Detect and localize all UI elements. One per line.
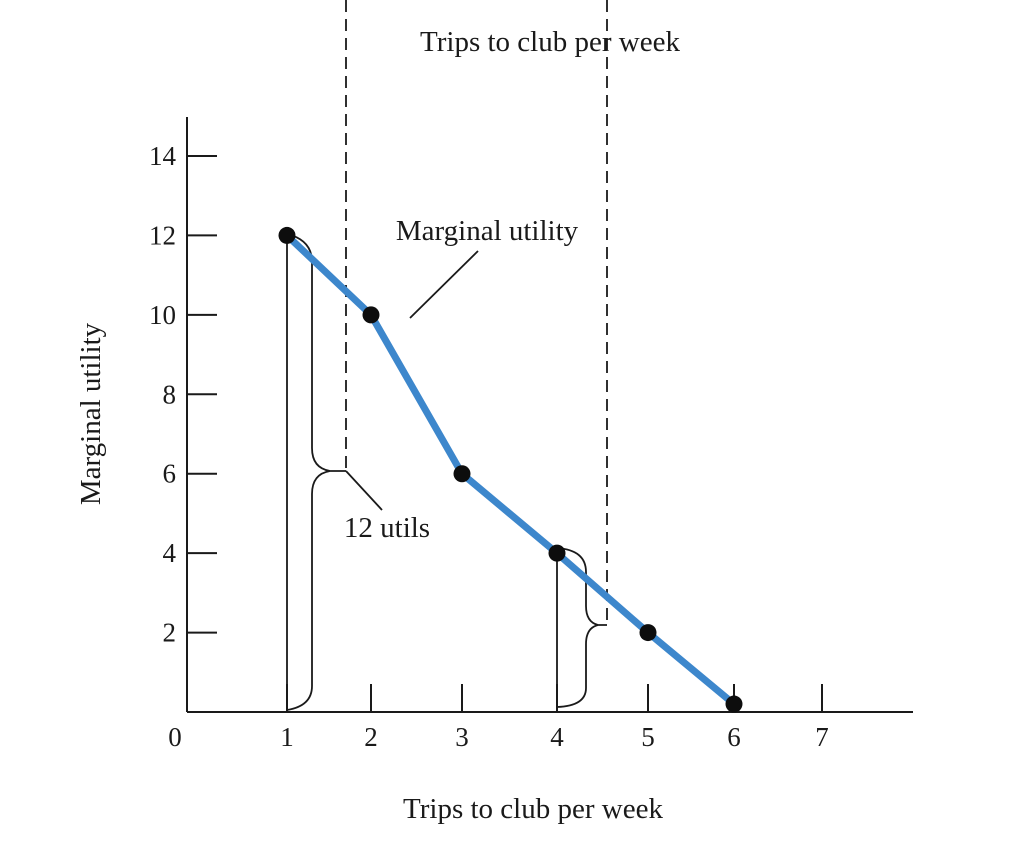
y-tick-label: 14 xyxy=(149,141,177,171)
x-tick-label: 1 xyxy=(280,722,294,752)
data-point xyxy=(639,624,657,642)
data-point xyxy=(453,465,471,483)
x-ticks: 1 2 3 4 5 6 7 xyxy=(280,684,829,752)
x-tick-label: 4 xyxy=(550,722,564,752)
x-axis-title: Trips to club per week xyxy=(403,793,663,825)
y-ticks: 2 4 6 8 10 12 14 xyxy=(149,141,217,648)
top-label: Trips to club per week xyxy=(420,26,680,58)
data-point xyxy=(548,544,566,562)
x-origin-label: 0 xyxy=(168,722,182,752)
y-tick-label: 4 xyxy=(163,538,177,568)
data-point xyxy=(725,695,743,713)
curve-label-leader xyxy=(409,250,479,319)
y-tick-label: 8 xyxy=(163,379,177,409)
y-axis-title: Marginal utility xyxy=(75,322,107,505)
data-point xyxy=(362,306,380,324)
curve-label: Marginal utility xyxy=(396,215,579,247)
x-tick-label: 5 xyxy=(641,722,655,752)
marginal-utility-line xyxy=(283,231,738,708)
y-tick-label: 6 xyxy=(163,459,177,489)
x-tick-label: 7 xyxy=(815,722,829,752)
x-tick-label: 6 xyxy=(727,722,741,752)
brace-small xyxy=(556,547,607,708)
data-points xyxy=(278,226,743,713)
brace-label-leader xyxy=(345,470,383,511)
brace-12-utils xyxy=(286,233,346,711)
data-point xyxy=(278,226,296,244)
x-tick-label: 2 xyxy=(364,722,378,752)
y-tick-label: 12 xyxy=(149,220,176,250)
y-tick-label: 2 xyxy=(163,618,177,648)
y-tick-label: 10 xyxy=(149,300,176,330)
brace-label: 12 utils xyxy=(344,512,430,544)
x-tick-label: 3 xyxy=(455,722,469,752)
